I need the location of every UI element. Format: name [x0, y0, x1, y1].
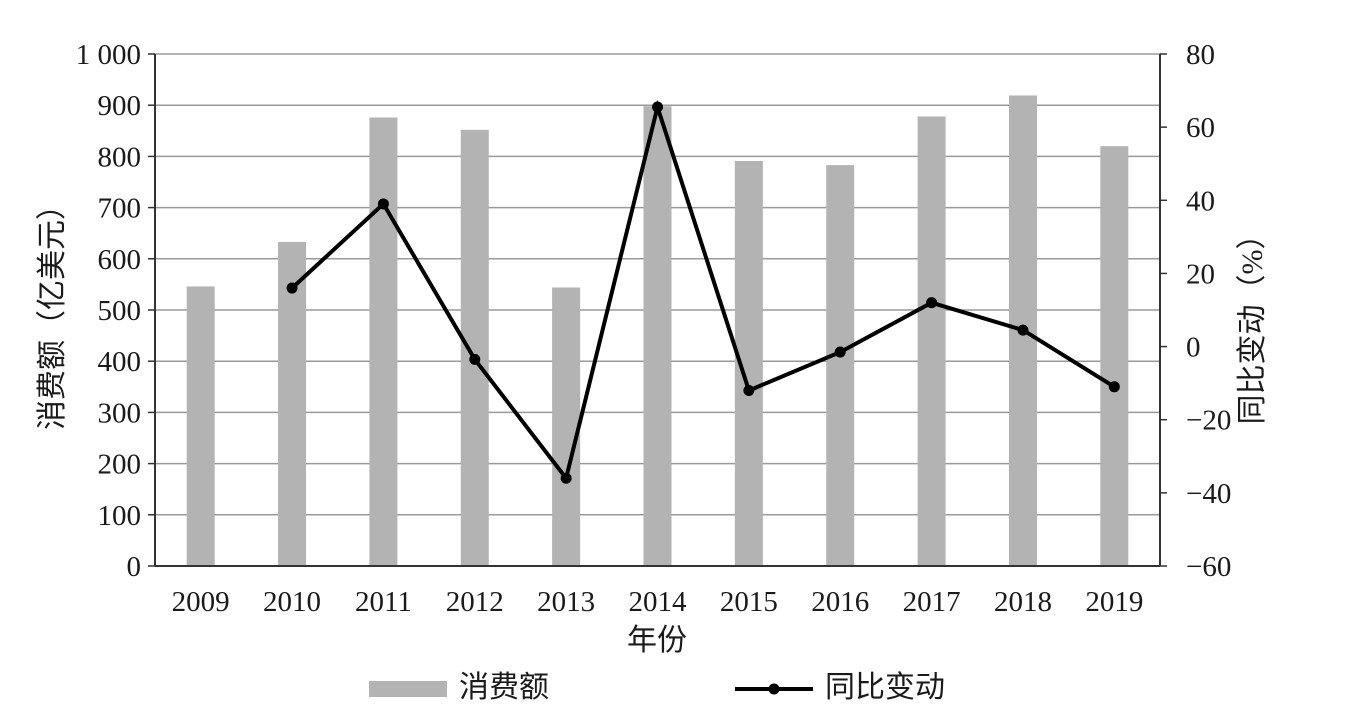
y2-tick-label: 20 [1186, 258, 1215, 290]
y2-axis-title: 同比变动（%） [1236, 220, 1269, 425]
y-tick-label: 1 000 [76, 39, 141, 71]
bar [917, 116, 946, 567]
line-point [1017, 324, 1029, 336]
x-axis-title: 年份 [627, 624, 687, 657]
bar [826, 165, 855, 566]
x-tick-label: 2012 [446, 586, 504, 618]
legend-label-line: 同比变动 [825, 671, 945, 704]
bar [460, 129, 489, 566]
x-tick-label: 2009 [172, 586, 230, 618]
y-tick-label: 100 [98, 500, 142, 532]
x-tick-label: 2014 [629, 586, 688, 618]
line-point [469, 353, 481, 365]
x-tick-label: 2010 [263, 586, 321, 618]
y-axis-title: 消费额（亿美元） [36, 190, 69, 430]
y-tick-label: 0 [127, 551, 142, 583]
y-tick-label: 700 [98, 193, 142, 225]
line-series [286, 99, 1120, 484]
x-tick-label: 2013 [537, 586, 595, 618]
legend-label-bar: 消费额 [459, 671, 549, 704]
line-point [743, 384, 755, 396]
bar [643, 106, 672, 566]
line-point [834, 346, 846, 358]
line-point [560, 472, 572, 484]
legend-swatch-marker [768, 683, 780, 695]
y-tick-label: 900 [98, 90, 142, 122]
line-point [286, 282, 298, 294]
bar [186, 286, 215, 566]
y2-tick-label: −40 [1186, 478, 1231, 510]
y-tick-label: 800 [98, 141, 142, 173]
line-point [1108, 381, 1120, 393]
x-tick-label: 2017 [903, 586, 961, 618]
line-point [377, 198, 389, 210]
y-tick-label: 300 [98, 397, 142, 429]
bars [186, 95, 1129, 567]
y-tick-label: 500 [98, 295, 142, 327]
y2-tick-label: 40 [1186, 185, 1215, 217]
bar [1100, 146, 1129, 566]
y2-tick-label: −60 [1186, 551, 1231, 583]
legend-swatch-bar [369, 681, 447, 697]
line-path [290, 99, 1116, 483]
bar [278, 241, 307, 567]
line-point [926, 297, 938, 309]
y-tick-label: 400 [98, 346, 142, 378]
y2-tick-label: −20 [1186, 405, 1231, 437]
x-tick-label: 2016 [811, 586, 869, 618]
x-tick-label: 2019 [1085, 586, 1143, 618]
line-point [652, 101, 663, 113]
bar [552, 287, 581, 566]
axes [148, 53, 1167, 567]
y-tick-label: 600 [98, 244, 142, 276]
bar [369, 117, 398, 566]
y2-tick-label: 0 [1186, 332, 1201, 364]
y-tick-label: 200 [98, 449, 142, 481]
y2-tick-label: 60 [1186, 112, 1215, 144]
y2-tick-label: 80 [1186, 39, 1215, 71]
legend: 消费额 同比变动 [369, 671, 945, 704]
x-tick-label: 2015 [720, 586, 778, 618]
x-tick-label: 2011 [355, 586, 412, 618]
x-tick-label: 2018 [994, 586, 1052, 618]
